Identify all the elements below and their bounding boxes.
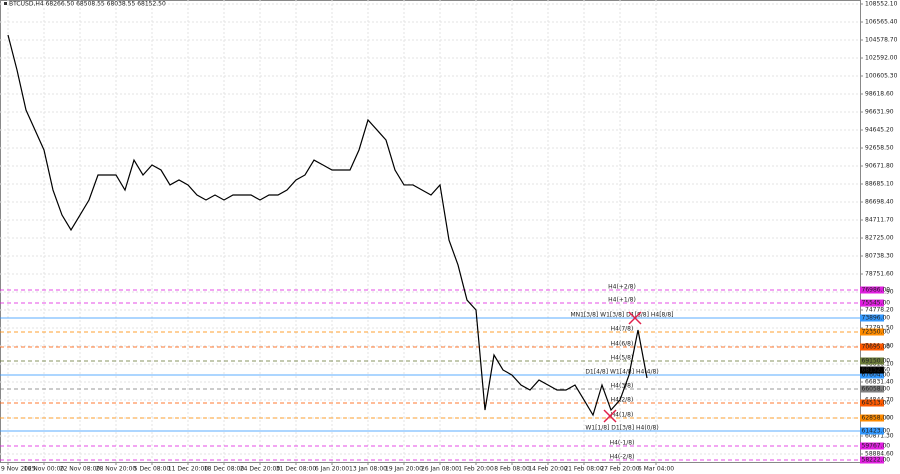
y-tick-label: 60871.30 — [865, 433, 894, 440]
y-tick-label: 102592.00 — [865, 55, 898, 62]
price-label: 59767.00 — [862, 443, 891, 450]
level-label: H4(+1/8) — [608, 297, 636, 304]
y-tick-label: 94645.20 — [865, 127, 894, 134]
y-tick-label: 80738.30 — [865, 253, 894, 260]
x-tick-label: 18 Dec 08:00 — [204, 466, 245, 473]
price-label-box — [860, 427, 884, 435]
price-label-box — [860, 371, 884, 379]
x-tick-label: 11 Dec 20:00 — [168, 466, 209, 473]
last-price-label: 68152.50 — [862, 367, 891, 374]
price-label: 62858.00 — [862, 415, 891, 422]
x-tick-label: 13 Jan 08:00 — [349, 466, 387, 473]
x-tick-label: 27 Feb 20:00 — [600, 466, 640, 473]
price-label-box — [860, 385, 884, 393]
y-tick-label: 78751.60 — [865, 271, 894, 278]
price-label: 73896.00 — [862, 314, 891, 321]
price-label-box — [860, 286, 884, 294]
price-label-box — [860, 299, 884, 307]
x-tick-label: 26 Jan 08:00 — [421, 466, 459, 473]
plot-frame — [0, 0, 861, 463]
level-label: H4(6/8) — [611, 341, 634, 348]
x-tick-label: 9 Nov 2025 — [1, 466, 36, 473]
y-tick-label: 86698.40 — [865, 199, 894, 206]
y-tick-label: 96631.90 — [865, 109, 894, 116]
price-label-box — [860, 328, 884, 336]
level-label: MN1[3/8] W1[3/8] D1[8/8] H4[8/8] — [570, 311, 673, 318]
level-label: H4(-1/8) — [610, 440, 635, 447]
price-label: 70695.00 — [862, 344, 891, 351]
x-tick-label: 21 Feb 08:00 — [564, 466, 604, 473]
price-label: 75545.00 — [862, 300, 891, 307]
price-label: 72350.00 — [862, 329, 891, 336]
level-label: H4(-2/8) — [610, 454, 635, 461]
trade-markers — [603, 311, 642, 423]
level-label: H4(7/8) — [611, 326, 634, 333]
y-tick-label: 106565.40 — [865, 19, 898, 26]
x-tick-label: 6 Mar 04:00 — [638, 466, 674, 473]
price-label: 61423.00 — [862, 428, 891, 435]
price-label-box — [860, 357, 884, 365]
title-icon — [4, 2, 7, 5]
x-tick-label: 16 Nov 00:00 — [24, 466, 65, 473]
chart-title: BTCUSD,H4 68266.50 68508.55 68038.55 681… — [9, 1, 166, 8]
level-label: H4(+2/8) — [608, 284, 636, 291]
level-label: H4(2/8) — [611, 397, 634, 404]
y-tick-label: 74778.20 — [865, 307, 894, 314]
x-tick-label: 31 Dec 08:00 — [276, 466, 317, 473]
price-label: 76986.00 — [862, 287, 891, 294]
series — [7, 34, 648, 417]
price-label: 67604.00 — [862, 372, 891, 379]
price-label: 64513.00 — [862, 400, 891, 407]
price-line — [7, 34, 648, 417]
y-tick-label: 72791.50 — [865, 325, 894, 332]
x-tick-label: 1 Feb 20:00 — [458, 466, 494, 473]
y-tick-label: 84711.70 — [865, 217, 894, 224]
y-tick-label: 58884.60 — [865, 451, 894, 458]
y-tick-label: 100605.30 — [865, 73, 898, 80]
cross-marker — [628, 311, 642, 325]
price-label-box — [860, 442, 884, 450]
y-tick-label: 98618.60 — [865, 91, 894, 98]
cross-marker — [603, 409, 617, 423]
price-label-box — [860, 343, 884, 351]
x-tick-label: 22 Nov 08:00 — [60, 466, 101, 473]
level-label: H4(3/8) — [611, 383, 634, 390]
x-tick-label: 19 Jan 20:00 — [385, 466, 423, 473]
y-tick-label: 82725.00 — [865, 235, 894, 242]
price-label: 66058.00 — [862, 386, 891, 393]
level-label: D1[4/8] W1[4/8] H4(4/8) — [585, 369, 658, 376]
level-label: H4(1/8) — [611, 412, 634, 419]
y-tick-label: 66831.40 — [865, 379, 894, 386]
grid — [0, 0, 860, 462]
levels: H4(+2/8) H4(+1/8) MN1[3/8] W1[3/8] D1[8/8]… — [0, 284, 860, 461]
y-tick-label: 108552.10 — [865, 1, 898, 8]
y-tick-label: 92658.50 — [865, 145, 894, 152]
price-label: 69150.00 — [862, 358, 891, 365]
last-price-box — [860, 366, 884, 374]
price-label: 58222.00 — [862, 457, 891, 464]
x-tick-label: 6 Jan 20:00 — [315, 466, 349, 473]
x-tick-label: 28 Nov 20:00 — [96, 466, 137, 473]
price-label-box — [860, 456, 884, 464]
y-tick-label: 104578.70 — [865, 37, 898, 44]
price-label-box — [860, 314, 884, 322]
x-tick-label: 8 Feb 08:00 — [494, 466, 530, 473]
level-label: W1[1/8] D1[3/8] H4(0/8) — [585, 425, 658, 432]
y-tick-label: 90671.80 — [865, 163, 894, 170]
price-label-box — [860, 399, 884, 407]
price-label-box — [860, 414, 884, 422]
y-tick-label: 88685.10 — [865, 181, 894, 188]
x-tick-label: 24 Dec 20:00 — [240, 466, 281, 473]
level-label: H4(5/8) — [611, 355, 634, 362]
x-tick-label: 14 Feb 20:00 — [528, 466, 568, 473]
x-tick-label: 5 Dec 08:00 — [134, 466, 171, 473]
